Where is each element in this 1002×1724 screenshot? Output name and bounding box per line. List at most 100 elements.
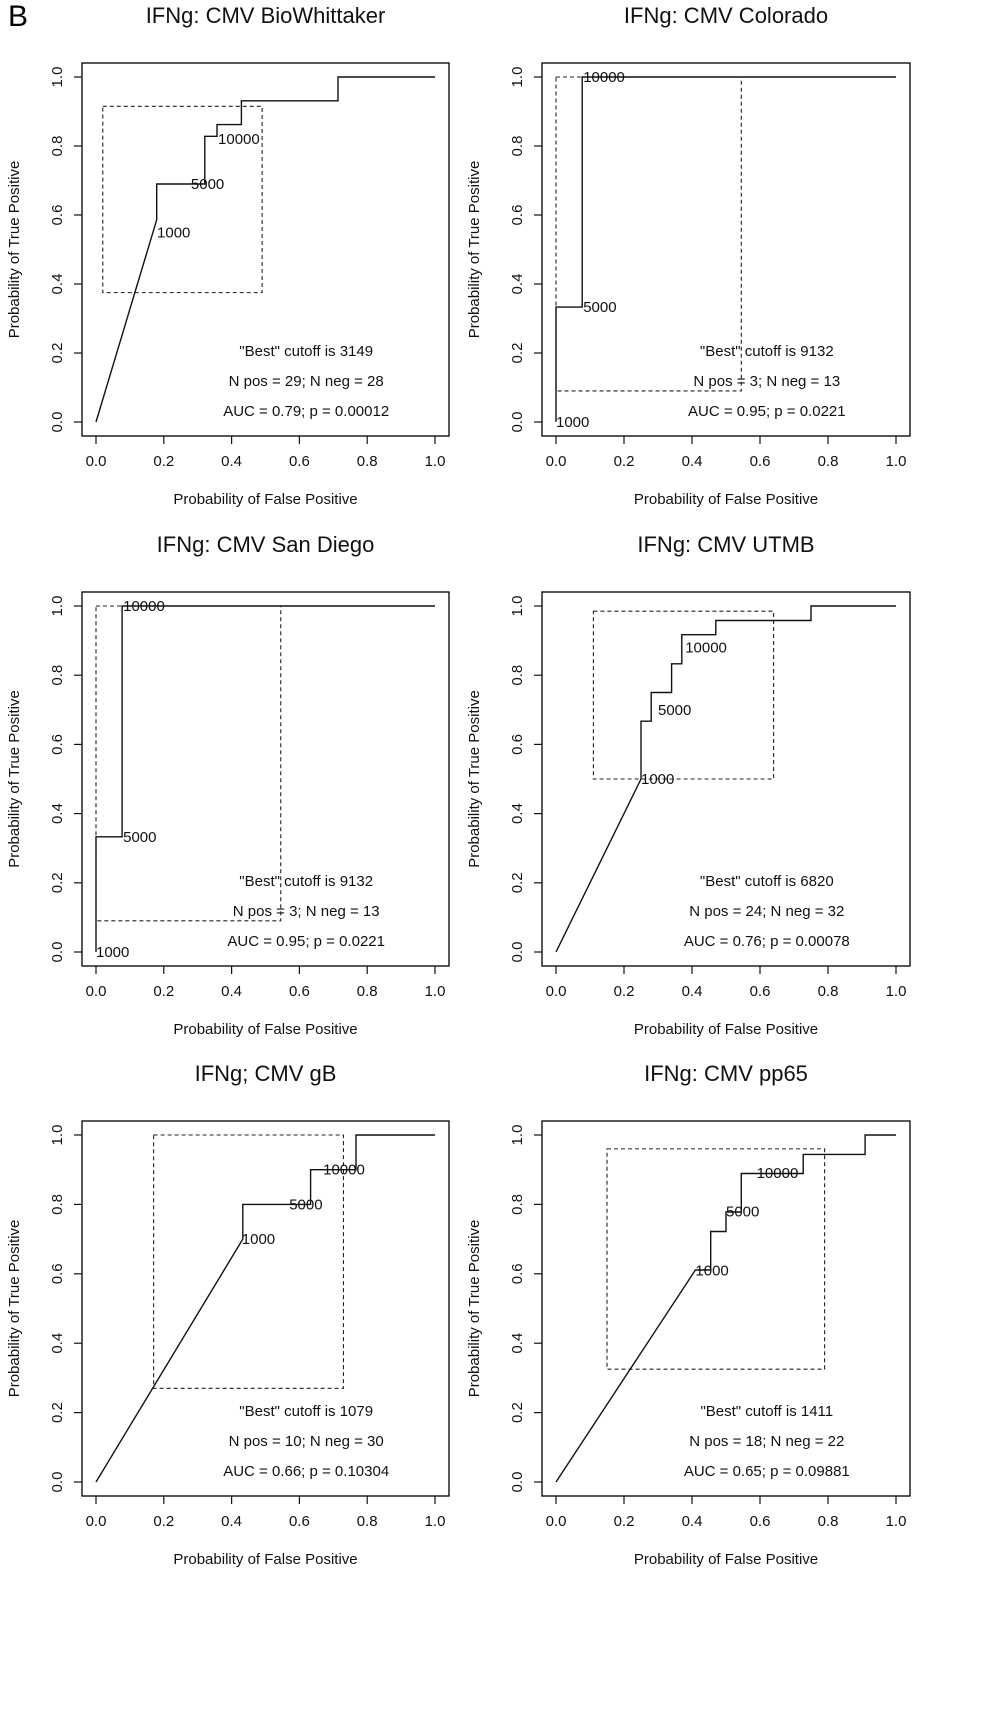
best-cutoff-box — [153, 1134, 345, 1389]
y-tick-label: 0.4 — [509, 803, 526, 824]
y-tick-label: 0.8 — [49, 665, 66, 686]
x-tick-label: 1.0 — [886, 1513, 907, 1530]
plot-frame — [81, 1120, 450, 1497]
roc-curve — [555, 1134, 896, 1483]
chart-title: IFNg: CMV Colorado — [624, 3, 828, 28]
x-tick-label: 0.6 — [289, 983, 310, 1000]
y-tick-label: 1.0 — [49, 596, 66, 617]
chart-annotation: AUC = 0.95; p = 0.0221 — [688, 403, 846, 420]
x-tick-label: 0.2 — [614, 453, 635, 470]
y-tick-label: 0.2 — [49, 872, 66, 893]
chart-title: IFNg: CMV San Diego — [157, 532, 375, 557]
y-tick-label: 0.0 — [509, 942, 526, 963]
x-axis-label: Probability of False Positive — [173, 1021, 357, 1038]
x-tick-label: 0.0 — [86, 1513, 107, 1530]
cutoff-label: 10000 — [123, 598, 165, 615]
cutoff-label: 10000 — [218, 131, 260, 148]
cutoff-label: 1000 — [695, 1262, 728, 1279]
chart-annotation: N pos = 18; N neg = 22 — [689, 1433, 844, 1450]
y-tick-label: 1.0 — [49, 1125, 66, 1146]
cutoff-label: 10000 — [685, 640, 727, 657]
y-tick-label: 0.8 — [509, 1194, 526, 1215]
y-tick-label: 0.6 — [49, 205, 66, 226]
y-tick-label: 1.0 — [509, 596, 526, 617]
cutoff-label: 5000 — [289, 1196, 322, 1213]
plot-frame — [541, 591, 911, 967]
y-axis-label: Probability of True Positive — [466, 161, 483, 339]
cutoff-label: 5000 — [658, 702, 691, 719]
chart-annotation: N pos = 29; N neg = 28 — [229, 373, 384, 390]
y-tick-label: 0.6 — [49, 1263, 66, 1284]
y-tick-label: 0.0 — [509, 1472, 526, 1493]
x-tick-label: 0.8 — [818, 453, 839, 470]
chart-annotation: N pos = 3; N neg = 13 — [233, 903, 380, 920]
panel-label: B — [8, 0, 29, 33]
y-tick-label: 0.8 — [49, 1194, 66, 1215]
chart-annotation: N pos = 10; N neg = 30 — [229, 1433, 384, 1450]
y-tick-label: 0.4 — [509, 1333, 526, 1354]
x-tick-label: 0.8 — [357, 983, 378, 1000]
x-tick-label: 0.2 — [614, 1513, 635, 1530]
chart-annotation: AUC = 0.76; p = 0.00078 — [684, 933, 850, 950]
cutoff-label: 10000 — [757, 1165, 799, 1182]
y-tick-label: 0.2 — [509, 872, 526, 893]
best-cutoff-box — [606, 1148, 826, 1370]
cutoff-label: 1000 — [556, 414, 589, 431]
x-axis-label: Probability of False Positive — [173, 491, 357, 508]
chart-annotation: "Best" cutoff is 1411 — [700, 1403, 833, 1420]
plot-frame — [541, 62, 911, 437]
x-tick-label: 0.0 — [546, 453, 567, 470]
x-tick-label: 0.8 — [818, 983, 839, 1000]
x-tick-label: 0.8 — [357, 1513, 378, 1530]
x-tick-label: 1.0 — [886, 453, 907, 470]
x-axis-label: Probability of False Positive — [634, 1551, 818, 1568]
x-tick-label: 1.0 — [425, 1513, 446, 1530]
y-tick-label: 0.0 — [49, 942, 66, 963]
y-tick-label: 0.4 — [49, 803, 66, 824]
x-tick-label: 0.4 — [221, 453, 242, 470]
plot-frame — [81, 591, 450, 967]
chart-annotation: "Best" cutoff is 9132 — [239, 873, 373, 890]
cutoff-label: 1000 — [157, 224, 190, 241]
x-tick-label: 0.4 — [682, 453, 703, 470]
x-tick-label: 0.0 — [546, 983, 567, 1000]
y-tick-label: 0.4 — [49, 274, 66, 295]
y-tick-label: 0.6 — [49, 734, 66, 755]
x-tick-label: 0.4 — [682, 1513, 703, 1530]
y-tick-label: 0.2 — [49, 1402, 66, 1423]
y-tick-label: 0.0 — [49, 1472, 66, 1493]
y-tick-label: 0.2 — [509, 343, 526, 364]
y-tick-label: 0.0 — [49, 412, 66, 433]
chart-annotation: "Best" cutoff is 3149 — [239, 343, 373, 360]
chart-title: IFNg; CMV gB — [195, 1061, 337, 1086]
x-tick-label: 0.2 — [153, 1513, 174, 1530]
chart-annotation: AUC = 0.66; p = 0.10304 — [223, 1463, 389, 1480]
x-tick-label: 0.4 — [682, 983, 703, 1000]
chart-title: IFNg: CMV BioWhittaker — [146, 3, 386, 28]
chart-annotation: AUC = 0.65; p = 0.09881 — [684, 1463, 850, 1480]
y-tick-label: 1.0 — [509, 1125, 526, 1146]
x-tick-label: 1.0 — [425, 983, 446, 1000]
y-tick-label: 0.0 — [509, 412, 526, 433]
chart-annotation: N pos = 24; N neg = 32 — [689, 903, 844, 920]
y-tick-label: 0.8 — [509, 136, 526, 157]
y-tick-label: 0.4 — [49, 1333, 66, 1354]
chart-annotation: "Best" cutoff is 1079 — [239, 1403, 373, 1420]
cutoff-label: 10000 — [583, 69, 625, 86]
y-axis-label: Probability of True Positive — [466, 690, 483, 868]
y-tick-label: 0.2 — [509, 1402, 526, 1423]
chart-title: IFNg: CMV pp65 — [644, 1061, 808, 1086]
x-tick-label: 1.0 — [886, 983, 907, 1000]
y-axis-label: Probability of True Positive — [6, 690, 23, 868]
x-tick-label: 0.6 — [750, 983, 771, 1000]
y-tick-label: 1.0 — [509, 67, 526, 88]
y-axis-label: Probability of True Positive — [6, 161, 23, 339]
plot-frame — [541, 1120, 911, 1497]
x-tick-label: 0.6 — [289, 453, 310, 470]
x-tick-label: 0.8 — [357, 453, 378, 470]
y-tick-label: 0.6 — [509, 1263, 526, 1284]
roc-curve — [95, 76, 435, 423]
x-tick-label: 0.0 — [86, 983, 107, 1000]
roc-curve — [95, 1134, 435, 1483]
